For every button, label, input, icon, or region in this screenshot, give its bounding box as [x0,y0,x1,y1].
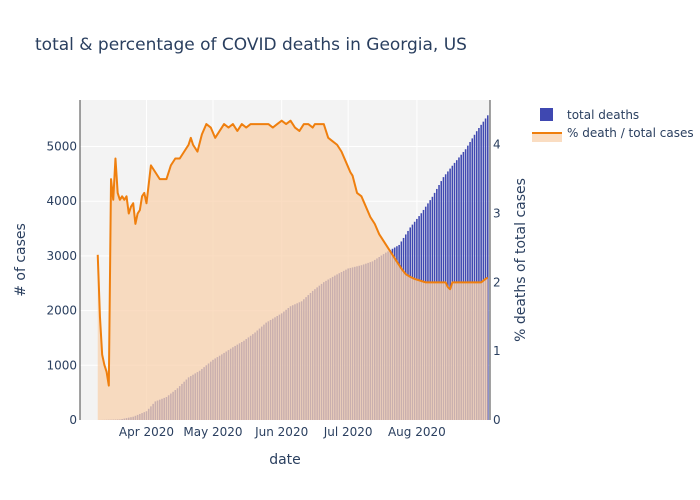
x-tick-label: Aug 2020 [388,425,446,439]
bar [478,128,480,420]
bar [480,124,482,420]
legend-swatch-area-percent-death [532,133,562,142]
bar [469,142,471,420]
y-right-tick-labels: 0 1 2 3 4 [493,138,501,427]
y-left-tick-label: 1000 [46,358,77,372]
y-right-tick-label: 0 [493,413,501,427]
legend-label-percent-death: % death / total cases [567,126,694,140]
y-left-tick-label: 2000 [46,304,77,318]
x-axis-label: date [269,452,301,468]
y-right-tick-label: 4 [493,138,501,152]
y-right-axis-label: % deaths of total cases [513,178,529,342]
bar [473,134,476,421]
area-fill [97,120,488,421]
y-right-tick-label: 3 [493,207,501,221]
chart-title: total & percentage of COVID deaths in Ge… [35,35,467,55]
x-tick-label: Jul 2020 [323,425,373,439]
legend-label-total-deaths: total deaths [567,108,639,122]
bar [475,131,478,420]
y-right-tick-label: 1 [493,344,501,358]
line-series-percent-death [96,119,489,387]
y-left-axis-label: # of cases [13,223,29,297]
y-left-tick-label: 0 [69,413,77,427]
bar [487,115,489,421]
x-tick-label: Jun 2020 [254,425,308,439]
area-series-percent-death [97,120,488,421]
y-left-tick-label: 4000 [46,194,77,208]
y-left-tick-label: 5000 [46,139,77,153]
legend-swatch-total-deaths [540,108,553,121]
y-left-tick-labels: 0 1000 2000 3000 4000 5000 [46,139,77,427]
x-tick-label: Apr 2020 [119,425,174,439]
bar [484,118,487,420]
legend[interactable]: total deaths % death / total cases [532,108,694,142]
x-tick-label: May 2020 [183,425,242,439]
bar [471,138,474,420]
y-right-tick-label: 2 [493,275,501,289]
x-tick-labels: Apr 2020 May 2020 Jun 2020 Jul 2020 Aug 2020 [119,425,446,439]
bar [482,121,485,421]
line-path [96,119,489,387]
y-left-tick-label: 3000 [46,249,77,263]
